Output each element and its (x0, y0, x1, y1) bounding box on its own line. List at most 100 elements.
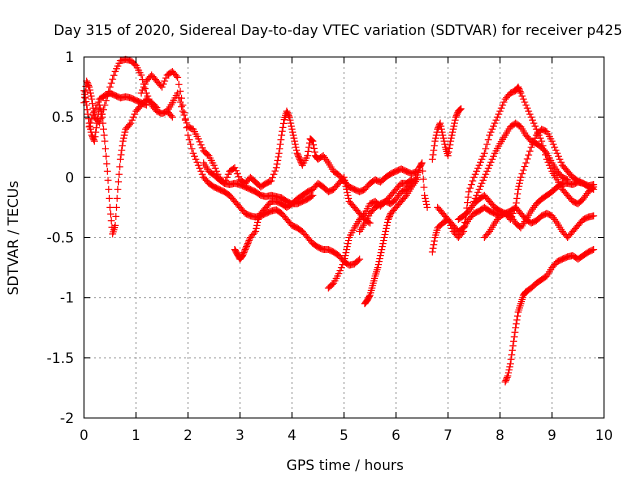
data-point (90, 137, 98, 145)
data-point (193, 158, 201, 166)
data-point (223, 173, 231, 181)
series-arc-10 (356, 159, 431, 235)
data-point (267, 177, 275, 185)
data-point (232, 167, 240, 175)
data-point (158, 83, 166, 91)
data-point (183, 119, 191, 127)
data-point (178, 103, 185, 111)
data-point (521, 163, 529, 171)
data-point (504, 369, 512, 377)
data-point (441, 140, 449, 148)
data-point (492, 116, 500, 124)
data-point (474, 188, 482, 196)
data-point (428, 155, 436, 163)
data-point (244, 240, 252, 248)
data-point (508, 351, 516, 359)
data-point (436, 121, 444, 129)
data-point (342, 249, 350, 257)
data-point (458, 229, 466, 237)
x-axis-label: GPS time / hours (286, 458, 403, 474)
series-arc-17 (470, 119, 572, 205)
data-point (113, 194, 121, 202)
data-point (343, 185, 351, 193)
data-point (385, 214, 393, 222)
data-point (516, 88, 524, 96)
data-point (513, 194, 521, 202)
data-point (85, 83, 93, 91)
data-point (310, 144, 318, 152)
data-point (531, 122, 539, 130)
data-point (443, 214, 451, 222)
data-point (106, 203, 114, 211)
data-point (194, 161, 202, 169)
data-point (328, 280, 336, 288)
data-point (311, 148, 319, 156)
data-point (482, 170, 490, 178)
data-point (475, 185, 483, 193)
data-point (197, 167, 205, 175)
data-point (336, 267, 344, 275)
data-point (96, 119, 104, 127)
axis-ticks: 0 1 2 3 4 5 6 7 8 9 10 -2 -1.5 -1 -0.5 0 0.5 1 (47, 50, 613, 444)
data-point (117, 151, 125, 159)
data-point (483, 167, 491, 175)
data-point (88, 131, 96, 139)
data-point (500, 98, 508, 106)
data-point (292, 143, 300, 151)
data-point (91, 133, 99, 141)
data-point (508, 346, 516, 354)
data-point (141, 80, 149, 88)
data-point (128, 116, 136, 124)
data-point (174, 73, 182, 81)
data-point (253, 221, 261, 229)
data-point (180, 111, 188, 119)
data-point (445, 218, 453, 226)
data-point (529, 116, 536, 124)
data-point (159, 80, 167, 88)
data-point (449, 125, 457, 133)
data-point (98, 110, 106, 118)
data-point (233, 170, 241, 178)
data-point (88, 115, 96, 123)
data-point (235, 173, 243, 181)
data-point (549, 140, 557, 148)
data-point (115, 170, 123, 178)
data-point (448, 131, 456, 139)
data-point (255, 214, 263, 222)
data-point (419, 167, 427, 175)
data-point (250, 229, 258, 237)
data-point (94, 98, 102, 106)
data-point (137, 71, 145, 79)
data-point (345, 194, 353, 202)
series-arc-14 (454, 125, 598, 223)
data-point (446, 141, 454, 149)
data-point (447, 137, 455, 145)
data-point (276, 145, 284, 153)
data-point (456, 105, 464, 113)
data-point (418, 159, 426, 167)
x-tick-label: 7 (444, 428, 453, 444)
data-point (428, 248, 436, 256)
data-point (525, 107, 533, 115)
data-point (291, 137, 299, 145)
data-point (103, 167, 111, 175)
data-point (556, 155, 564, 163)
data-point (341, 176, 349, 184)
data-point (422, 197, 430, 205)
data-point (167, 112, 175, 120)
data-point (191, 152, 198, 160)
data-point (515, 85, 523, 93)
data-point (181, 115, 189, 123)
data-point (497, 104, 505, 112)
data-point (245, 237, 253, 245)
data-point (439, 131, 447, 139)
data-point (423, 203, 431, 211)
data-point (590, 185, 598, 193)
data-point (513, 316, 521, 324)
data-point (444, 152, 452, 160)
data-point (211, 164, 219, 172)
data-point (142, 101, 150, 109)
data-point (479, 176, 487, 184)
data-point (284, 110, 292, 118)
